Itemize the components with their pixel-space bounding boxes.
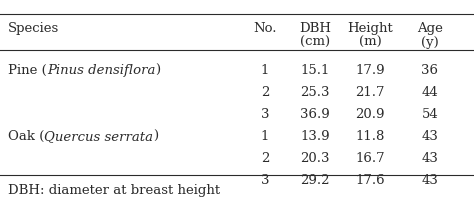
Text: Pinus densiflora: Pinus densiflora	[47, 64, 155, 77]
Text: 20.9: 20.9	[355, 108, 385, 121]
Text: 1: 1	[261, 130, 269, 143]
Text: DBH: DBH	[299, 22, 331, 35]
Text: Species: Species	[8, 22, 59, 35]
Text: DBH: diameter at breast height: DBH: diameter at breast height	[8, 184, 220, 197]
Text: (m): (m)	[359, 36, 382, 49]
Text: ): )	[155, 64, 160, 77]
Text: 3: 3	[261, 174, 269, 187]
Text: ): )	[154, 130, 158, 143]
Text: (cm): (cm)	[300, 36, 330, 49]
Text: 2: 2	[261, 152, 269, 165]
Text: 13.9: 13.9	[300, 130, 330, 143]
Text: 3: 3	[261, 108, 269, 121]
Text: 11.8: 11.8	[356, 130, 385, 143]
Text: Quercus serrata: Quercus serrata	[45, 130, 154, 143]
Text: 25.3: 25.3	[300, 86, 330, 99]
Text: 54: 54	[422, 108, 438, 121]
Text: Oak (: Oak (	[8, 130, 45, 143]
Text: 43: 43	[421, 152, 438, 165]
Text: 1: 1	[261, 64, 269, 77]
Text: Height: Height	[347, 22, 393, 35]
Text: 36: 36	[421, 64, 438, 77]
Text: 17.9: 17.9	[355, 64, 385, 77]
Text: 15.1: 15.1	[301, 64, 330, 77]
Text: 36.9: 36.9	[300, 108, 330, 121]
Text: 16.7: 16.7	[355, 152, 385, 165]
Text: 29.2: 29.2	[300, 174, 330, 187]
Text: No.: No.	[253, 22, 277, 35]
Text: 43: 43	[421, 130, 438, 143]
Text: (y): (y)	[421, 36, 439, 49]
Text: 21.7: 21.7	[355, 86, 385, 99]
Text: Age: Age	[417, 22, 443, 35]
Text: 44: 44	[422, 86, 438, 99]
Text: Pine (: Pine (	[8, 64, 47, 77]
Text: 17.6: 17.6	[355, 174, 385, 187]
Text: 43: 43	[421, 174, 438, 187]
Text: 2: 2	[261, 86, 269, 99]
Text: 20.3: 20.3	[300, 152, 330, 165]
